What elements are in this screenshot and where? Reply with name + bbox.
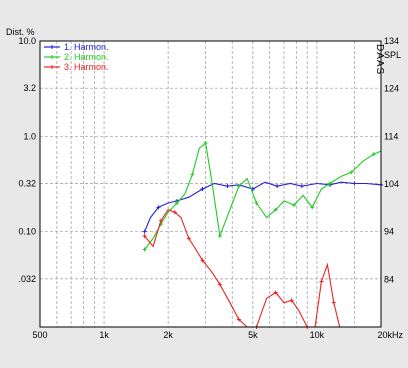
- data-point: [225, 184, 230, 189]
- data-point: [327, 181, 332, 186]
- data-point: [142, 229, 147, 234]
- y2-tick-label: 94: [384, 227, 394, 237]
- x-tick-label: 20kHz: [377, 330, 403, 340]
- y2-tick-label: 104: [384, 179, 399, 189]
- legend-marker: [50, 45, 54, 49]
- data-point: [217, 234, 222, 239]
- legend-item: 1. Harmon.: [44, 42, 109, 52]
- data-point: [172, 210, 177, 215]
- legend: 1. Harmon.2. Harmon.3. Harmon.: [44, 42, 109, 72]
- data-point: [319, 279, 324, 284]
- y2-tick-label: 84: [384, 274, 394, 284]
- x-tick-label: 5k: [248, 330, 258, 340]
- axes: 500 1k 2k 5k 10k 20kHz 10.0 3.2 1.0 0.32 0.10 .032 1…: [18, 36, 403, 340]
- legend-label: 2. Harmon.: [64, 52, 109, 62]
- data-point: [275, 184, 280, 189]
- data-point: [371, 152, 376, 157]
- data-point: [236, 184, 241, 189]
- data-point: [310, 205, 315, 210]
- data-point: [142, 247, 147, 252]
- data-point: [291, 203, 296, 208]
- x-tick-label: 1k: [99, 330, 109, 340]
- legend-marker: [50, 55, 54, 59]
- legend-label: 3. Harmon.: [64, 62, 109, 72]
- y-tick-label: .032: [18, 274, 36, 284]
- y-tick-label: 0.32: [18, 179, 36, 189]
- data-point: [236, 317, 241, 322]
- legend-item: 3. Harmon.: [44, 62, 109, 72]
- x-tick-label: 500: [32, 330, 47, 340]
- y2-axis-label: SPL: [384, 50, 401, 60]
- data-point: [331, 300, 336, 305]
- data-point: [190, 172, 195, 177]
- y2-tick-label: 124: [384, 84, 399, 94]
- data-point: [299, 184, 304, 189]
- y-tick-label: 10.0: [18, 36, 36, 46]
- series-2: [142, 141, 382, 252]
- data-point: [200, 258, 205, 263]
- y-axis-label: Dist. %: [6, 27, 35, 37]
- data-point: [289, 298, 294, 303]
- data-point: [203, 141, 208, 146]
- watermark: DAAS: [374, 44, 385, 75]
- data-point: [142, 234, 147, 239]
- data-point: [200, 187, 205, 192]
- legend-label: 1. Harmon.: [64, 42, 109, 52]
- data-point: [158, 218, 163, 223]
- y2-tick-label: 114: [384, 131, 398, 141]
- y-tick-label: 0.10: [18, 227, 36, 237]
- x-tick-label: 10k: [310, 330, 325, 340]
- data-point: [156, 205, 161, 210]
- data-point: [349, 170, 354, 175]
- y-tick-label: 1.0: [23, 131, 36, 141]
- data-point: [273, 290, 278, 295]
- series-line: [144, 142, 382, 250]
- data-point: [174, 200, 179, 205]
- x-tick-label: 2k: [163, 330, 173, 340]
- data-point: [186, 236, 191, 241]
- y-tick-label: 3.2: [23, 83, 36, 93]
- data-point: [254, 200, 259, 205]
- data-point: [273, 207, 278, 212]
- data-point: [217, 282, 222, 287]
- plot-frame: [39, 40, 382, 328]
- legend-item: 2. Harmon.: [44, 52, 109, 62]
- data-point: [352, 181, 357, 186]
- y2-tick-label: 134: [384, 36, 399, 46]
- legend-marker: [50, 65, 54, 69]
